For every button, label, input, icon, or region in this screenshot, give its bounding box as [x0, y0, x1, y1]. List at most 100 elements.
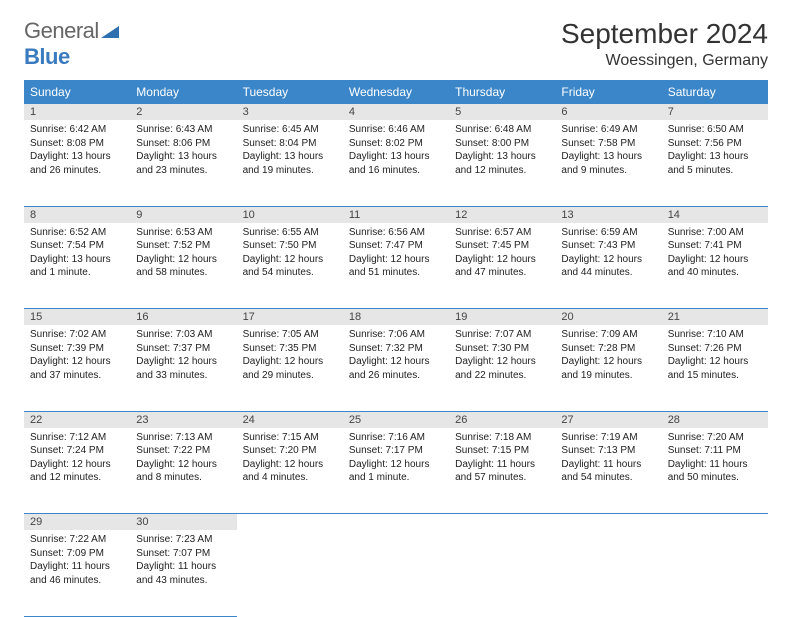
weekday-header: Thursday [449, 80, 555, 104]
day-number: 21 [662, 309, 768, 326]
weekday-header: Sunday [24, 80, 130, 104]
daylight-text: Daylight: 11 hours and 50 minutes. [668, 458, 762, 485]
day-cell: Sunrise: 7:15 AMSunset: 7:20 PMDaylight:… [237, 428, 343, 514]
day-cell: Sunrise: 6:56 AMSunset: 7:47 PMDaylight:… [343, 223, 449, 309]
day-number: 8 [24, 206, 130, 223]
empty-cell [449, 514, 555, 531]
weekday-header: Wednesday [343, 80, 449, 104]
month-title: September 2024 [561, 18, 768, 50]
sunrise-text: Sunrise: 6:46 AM [349, 123, 443, 137]
day-body-row: Sunrise: 7:22 AMSunset: 7:09 PMDaylight:… [24, 530, 768, 616]
sunrise-text: Sunrise: 7:16 AM [349, 431, 443, 445]
day-number: 14 [662, 206, 768, 223]
empty-cell [555, 530, 661, 616]
daylight-text: Daylight: 11 hours and 46 minutes. [30, 560, 124, 587]
empty-cell [237, 514, 343, 531]
sunrise-text: Sunrise: 7:18 AM [455, 431, 549, 445]
day-body-row: Sunrise: 7:12 AMSunset: 7:24 PMDaylight:… [24, 428, 768, 514]
weekday-header-row: SundayMondayTuesdayWednesdayThursdayFrid… [24, 80, 768, 104]
day-number: 16 [130, 309, 236, 326]
day-cell: Sunrise: 7:22 AMSunset: 7:09 PMDaylight:… [24, 530, 130, 616]
logo-triangle-icon [101, 18, 119, 44]
header: General Blue September 2024 Woessingen, … [24, 18, 768, 70]
day-cell: Sunrise: 7:06 AMSunset: 7:32 PMDaylight:… [343, 325, 449, 411]
day-number-row: 15161718192021 [24, 309, 768, 326]
daylight-text: Daylight: 12 hours and 40 minutes. [668, 253, 762, 280]
day-number-row: 2930 [24, 514, 768, 531]
day-cell: Sunrise: 6:52 AMSunset: 7:54 PMDaylight:… [24, 223, 130, 309]
day-cell: Sunrise: 7:02 AMSunset: 7:39 PMDaylight:… [24, 325, 130, 411]
empty-cell [343, 530, 449, 616]
day-cell: Sunrise: 6:55 AMSunset: 7:50 PMDaylight:… [237, 223, 343, 309]
day-number: 9 [130, 206, 236, 223]
sunrise-text: Sunrise: 6:53 AM [136, 226, 230, 240]
sunrise-text: Sunrise: 7:20 AM [668, 431, 762, 445]
sunset-text: Sunset: 7:30 PM [455, 342, 549, 356]
day-number: 11 [343, 206, 449, 223]
sunrise-text: Sunrise: 6:48 AM [455, 123, 549, 137]
sunset-text: Sunset: 7:39 PM [30, 342, 124, 356]
day-number: 10 [237, 206, 343, 223]
daylight-text: Daylight: 12 hours and 22 minutes. [455, 355, 549, 382]
sunrise-text: Sunrise: 6:43 AM [136, 123, 230, 137]
day-number-row: 891011121314 [24, 206, 768, 223]
sunset-text: Sunset: 8:06 PM [136, 137, 230, 151]
sunset-text: Sunset: 7:52 PM [136, 239, 230, 253]
sunrise-text: Sunrise: 6:59 AM [561, 226, 655, 240]
sunset-text: Sunset: 7:13 PM [561, 444, 655, 458]
day-number: 13 [555, 206, 661, 223]
logo-text-general: General [24, 18, 99, 43]
day-cell: Sunrise: 6:50 AMSunset: 7:56 PMDaylight:… [662, 120, 768, 206]
logo-text-blue: Blue [24, 44, 70, 69]
sunset-text: Sunset: 7:41 PM [668, 239, 762, 253]
day-cell: Sunrise: 7:19 AMSunset: 7:13 PMDaylight:… [555, 428, 661, 514]
daylight-text: Daylight: 12 hours and 15 minutes. [668, 355, 762, 382]
day-cell: Sunrise: 7:23 AMSunset: 7:07 PMDaylight:… [130, 530, 236, 616]
daylight-text: Daylight: 12 hours and 29 minutes. [243, 355, 337, 382]
daylight-text: Daylight: 12 hours and 54 minutes. [243, 253, 337, 280]
day-number: 17 [237, 309, 343, 326]
sunset-text: Sunset: 7:56 PM [668, 137, 762, 151]
sunset-text: Sunset: 7:37 PM [136, 342, 230, 356]
day-cell: Sunrise: 6:46 AMSunset: 8:02 PMDaylight:… [343, 120, 449, 206]
sunset-text: Sunset: 7:20 PM [243, 444, 337, 458]
daylight-text: Daylight: 11 hours and 43 minutes. [136, 560, 230, 587]
sunset-text: Sunset: 7:35 PM [243, 342, 337, 356]
daylight-text: Daylight: 12 hours and 19 minutes. [561, 355, 655, 382]
day-number: 3 [237, 104, 343, 120]
sunrise-text: Sunrise: 7:12 AM [30, 431, 124, 445]
sunset-text: Sunset: 7:47 PM [349, 239, 443, 253]
sunrise-text: Sunrise: 7:00 AM [668, 226, 762, 240]
empty-cell [237, 530, 343, 616]
day-cell: Sunrise: 7:05 AMSunset: 7:35 PMDaylight:… [237, 325, 343, 411]
sunrise-text: Sunrise: 7:03 AM [136, 328, 230, 342]
empty-cell [343, 514, 449, 531]
day-number: 12 [449, 206, 555, 223]
sunset-text: Sunset: 7:45 PM [455, 239, 549, 253]
day-number: 24 [237, 411, 343, 428]
sunrise-text: Sunrise: 6:55 AM [243, 226, 337, 240]
sunrise-text: Sunrise: 7:02 AM [30, 328, 124, 342]
sunrise-text: Sunrise: 6:45 AM [243, 123, 337, 137]
sunrise-text: Sunrise: 7:15 AM [243, 431, 337, 445]
day-cell: Sunrise: 6:43 AMSunset: 8:06 PMDaylight:… [130, 120, 236, 206]
daylight-text: Daylight: 12 hours and 12 minutes. [30, 458, 124, 485]
day-cell: Sunrise: 6:49 AMSunset: 7:58 PMDaylight:… [555, 120, 661, 206]
day-cell: Sunrise: 7:16 AMSunset: 7:17 PMDaylight:… [343, 428, 449, 514]
daylight-text: Daylight: 11 hours and 54 minutes. [561, 458, 655, 485]
day-number: 2 [130, 104, 236, 120]
day-number-row: 1234567 [24, 104, 768, 120]
daylight-text: Daylight: 12 hours and 47 minutes. [455, 253, 549, 280]
empty-cell [662, 514, 768, 531]
empty-cell [662, 530, 768, 616]
day-number: 25 [343, 411, 449, 428]
day-cell: Sunrise: 7:03 AMSunset: 7:37 PMDaylight:… [130, 325, 236, 411]
empty-cell [555, 514, 661, 531]
daylight-text: Daylight: 13 hours and 23 minutes. [136, 150, 230, 177]
weekday-header: Saturday [662, 80, 768, 104]
sunrise-text: Sunrise: 7:07 AM [455, 328, 549, 342]
day-cell: Sunrise: 6:42 AMSunset: 8:08 PMDaylight:… [24, 120, 130, 206]
sunrise-text: Sunrise: 6:52 AM [30, 226, 124, 240]
day-number: 19 [449, 309, 555, 326]
sunrise-text: Sunrise: 7:13 AM [136, 431, 230, 445]
